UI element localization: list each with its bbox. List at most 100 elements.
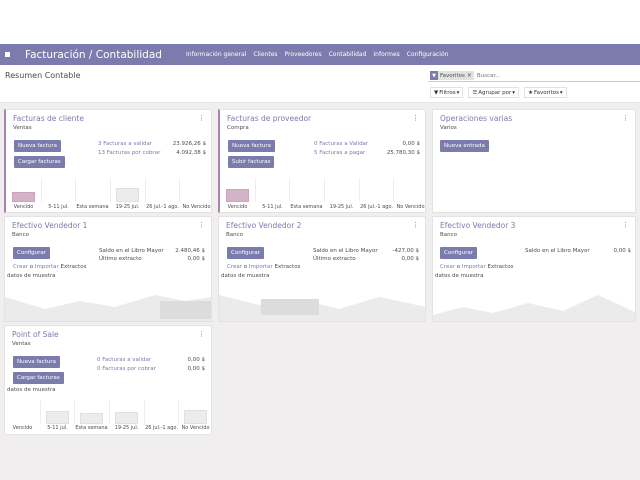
- graph-tick-label: 19-25 jul.: [114, 425, 139, 431]
- graph-bar[interactable]: [226, 189, 249, 202]
- configure-button[interactable]: Configurar: [440, 247, 478, 259]
- new-invoice-button[interactable]: Nueva factura: [13, 356, 60, 368]
- new-invoice-button[interactable]: Nueva factura: [14, 140, 61, 152]
- row-label: 3 Facturas a validar: [98, 141, 153, 147]
- journal-title[interactable]: Point of Sale: [12, 330, 59, 339]
- graph-gridline: [255, 178, 256, 202]
- journal-title[interactable]: Efectivo Vendedor 2: [226, 221, 302, 230]
- graph-bar[interactable]: [80, 413, 103, 424]
- graph-bar[interactable]: [12, 192, 35, 202]
- row-label: Último extracto: [99, 256, 142, 262]
- favorites-button[interactable]: ★ Favoritos ▾: [524, 87, 567, 98]
- menu-item-customers[interactable]: Clientes: [253, 51, 278, 58]
- graph-tick-label: Vencido: [13, 204, 34, 210]
- balance-graph: [5, 295, 211, 321]
- journal-type: Banco: [440, 232, 458, 238]
- bills-to-validate[interactable]: 0 Facturas a Validar 0,00 $: [314, 141, 420, 147]
- graph-bar[interactable]: [115, 412, 138, 424]
- import-statement-link[interactable]: Importar: [34, 264, 59, 270]
- graph-gridline: [178, 400, 179, 424]
- kebab-menu-icon[interactable]: ⋮: [622, 114, 629, 122]
- graph-gridline: [40, 400, 41, 424]
- ledger-balance: Saldo en el Libro Mayor 2.480,46 $: [99, 248, 205, 254]
- graph-tick-label: 19-25 jul.: [115, 204, 140, 210]
- journal-type: Banco: [12, 232, 30, 238]
- or-text: o: [29, 264, 34, 270]
- aging-graph-axis: Vencido 5-11 jul. Esta semana 19-25 jul. 26 …: [5, 425, 211, 433]
- invoices-to-collect[interactable]: 13 Facturas por cobrar 4.092,38 $: [98, 150, 206, 156]
- graph-tick-label: 26 jul.-1 ago.: [145, 425, 178, 431]
- graph-gridline: [75, 178, 76, 202]
- journal-title[interactable]: Facturas de proveedor: [227, 114, 312, 123]
- kebab-menu-icon[interactable]: ⋮: [198, 330, 205, 338]
- menu-item-reports[interactable]: Informes: [373, 51, 400, 58]
- row-value: 0,00 $: [187, 357, 206, 363]
- groupby-label: Agrupar por: [478, 89, 512, 96]
- upload-invoices-button[interactable]: Cargar facturas: [13, 372, 64, 384]
- invoices-to-validate[interactable]: 3 Facturas a validar 23.926,26 $: [98, 141, 206, 147]
- journal-card-cash-3: Efectivo Vendedor 3 ⋮ Banco Configurar S…: [432, 216, 636, 322]
- create-statement-link[interactable]: Crear: [227, 264, 242, 270]
- menu-item-accounting[interactable]: Contabilidad: [328, 51, 367, 58]
- journal-title[interactable]: Facturas de cliente: [13, 114, 84, 123]
- graph-tick-label: 5-11 jul.: [48, 204, 69, 210]
- create-statement-link[interactable]: Crear: [13, 264, 28, 270]
- invoices-to-collect[interactable]: 0 Facturas por cobrar 0,00 $: [97, 366, 205, 372]
- upload-bills-button[interactable]: Subir facturas: [228, 156, 275, 168]
- caret-down-icon: ▾: [559, 89, 563, 96]
- kebab-menu-icon[interactable]: ⋮: [622, 221, 629, 229]
- search-input[interactable]: [476, 72, 587, 79]
- journal-type: Varios: [440, 125, 457, 131]
- area-highlight: [261, 299, 319, 315]
- journal-title[interactable]: Efectivo Vendedor 3: [440, 221, 516, 230]
- menu-item-overview[interactable]: Información general: [185, 51, 247, 58]
- graph-bar[interactable]: [46, 411, 69, 424]
- facet-remove-icon[interactable]: ×: [466, 72, 472, 79]
- kebab-menu-icon[interactable]: ⋮: [412, 221, 419, 229]
- graph-tick-label: 26 jul.-1 ago.: [146, 204, 179, 210]
- journal-type: Ventas: [13, 125, 32, 131]
- kebab-menu-icon[interactable]: ⋮: [198, 221, 205, 229]
- import-statement-link[interactable]: Importar: [461, 264, 486, 270]
- sample-data-label: datos de muestra: [7, 273, 56, 279]
- graph-gridline: [393, 178, 394, 202]
- graph-tick-label: 5-11 jul.: [262, 204, 283, 210]
- configure-button[interactable]: Configurar: [13, 247, 51, 259]
- dashboard: Facturas de cliente ⋮ Ventas Nueva factu…: [0, 103, 640, 480]
- journal-card-vendor-bills: Facturas de proveedor ⋮ Compra Nueva fac…: [218, 109, 426, 213]
- filters-button[interactable]: ▼ Filtros ▾: [430, 87, 464, 98]
- new-bill-button[interactable]: Nueva factura: [228, 140, 275, 152]
- groupby-button[interactable]: ☰ Agrupar por ▾: [468, 87, 520, 98]
- graph-tick-label: Vencido: [227, 204, 248, 210]
- invoices-to-validate[interactable]: 0 Facturas a validar 0,00 $: [97, 357, 205, 363]
- row-value: 23.926,26 $: [172, 141, 206, 147]
- create-statement-link[interactable]: Crear: [440, 264, 455, 270]
- configure-button[interactable]: Configurar: [227, 247, 265, 259]
- graph-tick-label: Vencido: [12, 425, 33, 431]
- statements-text: Extractos: [60, 264, 87, 270]
- kebab-menu-icon[interactable]: ⋮: [198, 114, 205, 122]
- row-value: 25.780,30 $: [386, 150, 420, 156]
- journal-title[interactable]: Efectivo Vendedor 1: [12, 221, 88, 230]
- graph-bar[interactable]: [184, 410, 207, 424]
- filter-funnel-icon: ▼: [434, 89, 439, 96]
- menu-item-vendors[interactable]: Proveedores: [284, 51, 322, 58]
- row-label: Saldo en el Libro Mayor: [525, 248, 590, 254]
- journal-title[interactable]: Operaciones varias: [440, 114, 513, 123]
- graph-bar[interactable]: [116, 188, 139, 202]
- menu-item-configuration[interactable]: Configuración: [406, 51, 449, 58]
- search-options: ▼ Filtros ▾ ☰ Agrupar por ▾ ★ Favoritos …: [430, 87, 567, 98]
- journal-card-customer-invoices: Facturas de cliente ⋮ Ventas Nueva factu…: [4, 109, 212, 213]
- graph-tick-label: Esta semana: [75, 425, 108, 431]
- caret-down-icon: ▾: [512, 89, 516, 96]
- new-entry-button[interactable]: Nueva entrada: [440, 140, 489, 152]
- bills-to-pay[interactable]: 5 Facturas a pagar 25.780,30 $: [314, 150, 420, 156]
- journal-type: Compra: [227, 125, 249, 131]
- apps-menu-icon[interactable]: [5, 52, 10, 57]
- import-statement-link[interactable]: Importar: [248, 264, 273, 270]
- upload-invoices-button[interactable]: Cargar facturas: [14, 156, 65, 168]
- graph-tick-label: 19-25 jul.: [329, 204, 354, 210]
- graph-gridline: [289, 178, 290, 202]
- kebab-menu-icon[interactable]: ⋮: [412, 114, 419, 122]
- graph-gridline: [41, 178, 42, 202]
